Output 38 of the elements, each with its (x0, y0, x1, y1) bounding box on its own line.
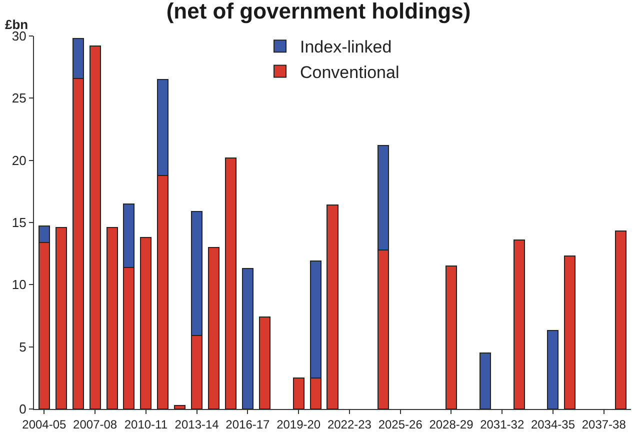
x-tick-label: 2022-23 (327, 417, 372, 432)
bar (615, 230, 627, 409)
bar (292, 377, 304, 409)
x-tick-label: 2031-32 (480, 417, 524, 432)
bar (547, 330, 559, 409)
bar (140, 236, 152, 409)
bar (106, 226, 118, 409)
y-tick-label: 15 (12, 215, 26, 230)
x-tick-label: 2013-14 (174, 417, 220, 432)
y-tick-label: 0 (19, 402, 26, 417)
bar (242, 268, 254, 409)
legend-label: Index-linked (300, 38, 392, 57)
bar (224, 157, 236, 409)
bar (258, 316, 270, 409)
x-tick-label: 2007-08 (73, 417, 118, 432)
x-tick-label: 2028-29 (429, 417, 474, 432)
legend-label: Conventional (300, 62, 400, 82)
x-tick-label: 2034-35 (530, 417, 576, 432)
x-tick-label: 2025-26 (378, 417, 423, 432)
bar (564, 256, 576, 409)
bar (208, 246, 220, 409)
bar (326, 204, 338, 409)
bar (445, 266, 457, 409)
y-tick-label: 5 (19, 339, 26, 354)
bar (479, 352, 491, 409)
x-tick-label: 2010-11 (124, 417, 168, 432)
x-tick-label: 2016-17 (226, 417, 270, 432)
bar (174, 404, 186, 409)
y-tick-label: 10 (12, 277, 26, 292)
chart-title: (net of government holdings) (166, 0, 471, 24)
x-tick-label: 2004-05 (22, 417, 67, 432)
bar (513, 239, 525, 409)
y-tick-label: 20 (12, 152, 26, 168)
y-tick-label: 25 (12, 90, 26, 106)
x-tick-label: 2019-20 (276, 417, 321, 432)
bar (55, 226, 67, 409)
x-tick-label: 2037-38 (582, 417, 626, 432)
bar (89, 45, 101, 409)
